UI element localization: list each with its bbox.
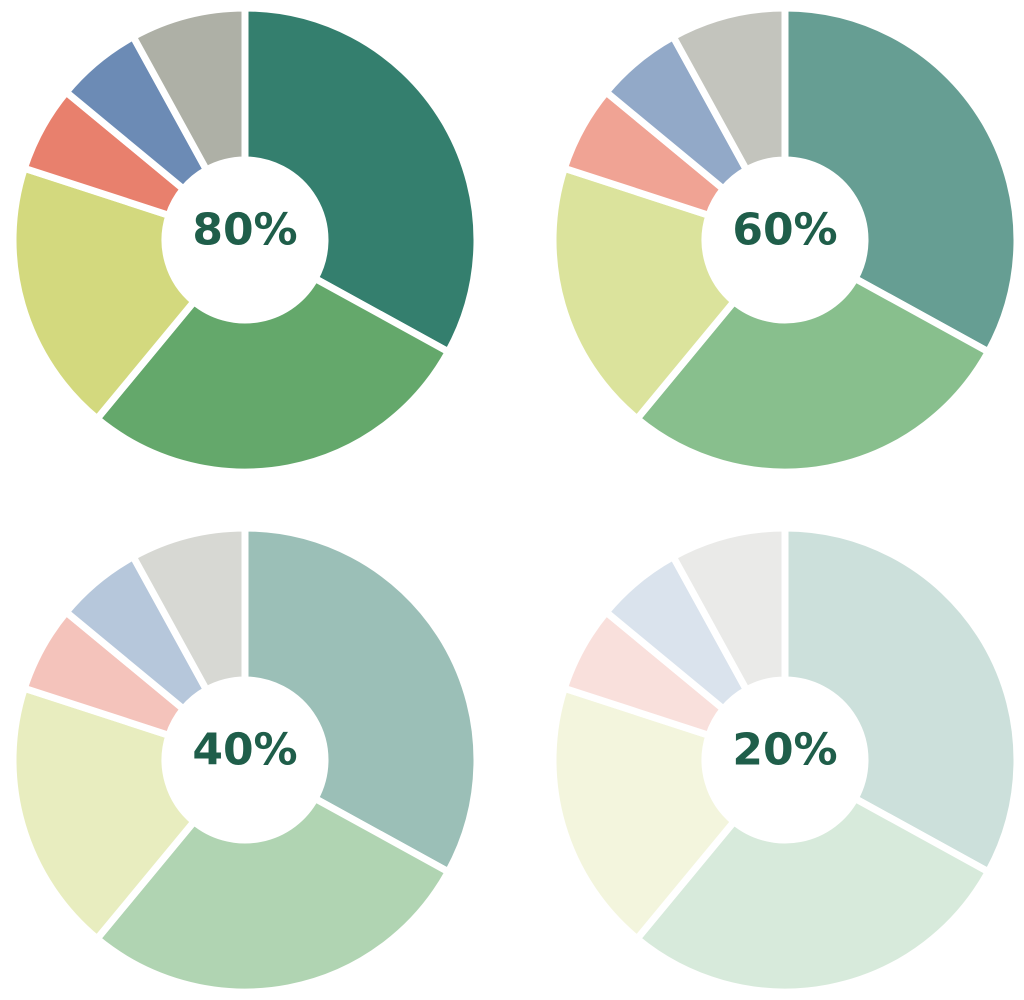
donut-segment — [241, 524, 481, 877]
donut-segment — [549, 683, 739, 944]
donut-segment — [128, 4, 249, 175]
donut-segment — [92, 793, 454, 996]
donut-segment — [632, 273, 994, 476]
donut-segment — [128, 524, 249, 695]
donut-segment — [632, 793, 994, 996]
donut-segment — [549, 163, 739, 424]
center-label: 20% — [732, 725, 837, 776]
donut-segment — [781, 524, 1021, 877]
donut-segment — [9, 163, 199, 424]
donut-segment — [241, 4, 481, 357]
center-label: 60% — [732, 205, 837, 256]
donut-segment — [668, 524, 789, 695]
donut-segment — [92, 273, 454, 476]
donut-segment — [9, 683, 199, 944]
center-label: 80% — [192, 205, 297, 256]
center-label: 40% — [192, 725, 297, 776]
donut-segment — [668, 4, 789, 175]
donut-segment — [781, 4, 1021, 357]
